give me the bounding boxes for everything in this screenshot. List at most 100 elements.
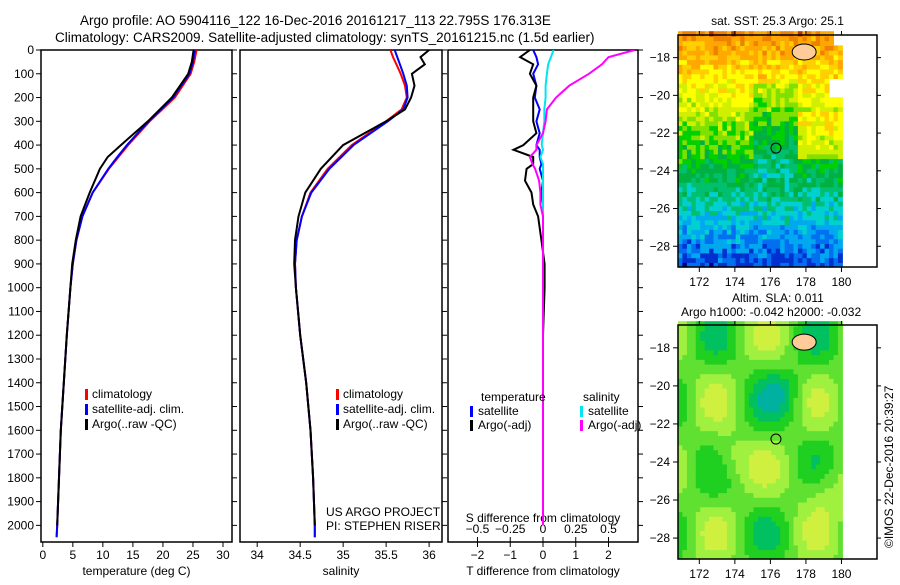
map-cell — [713, 186, 719, 193]
map-cell — [718, 492, 723, 498]
map-cell — [722, 92, 728, 98]
map-cell — [780, 501, 786, 508]
map-cell — [753, 149, 759, 155]
map-cell — [802, 144, 808, 150]
map-cell — [824, 238, 830, 244]
map-cell — [686, 229, 692, 235]
map-cell — [709, 92, 715, 98]
map-cell — [811, 364, 817, 370]
map-cell — [682, 425, 688, 432]
map-cell — [793, 535, 799, 541]
map-cell — [784, 326, 790, 332]
map-cell — [704, 468, 710, 474]
map-cell — [709, 506, 715, 513]
map-cell — [709, 416, 715, 422]
map-cell — [695, 35, 701, 42]
map-cell — [682, 554, 688, 560]
map-cell — [815, 440, 821, 446]
map-cell — [722, 378, 728, 384]
map-cell — [806, 139, 812, 145]
map-cell — [718, 149, 723, 155]
map-cell — [784, 191, 790, 197]
map-cell — [815, 31, 821, 37]
map-cell — [700, 354, 706, 360]
map-cell — [709, 440, 715, 446]
map-cell — [802, 182, 808, 188]
map-cell — [744, 530, 750, 536]
map-cell — [771, 191, 777, 197]
map-cell — [722, 440, 728, 446]
map-cell — [789, 554, 794, 560]
map-cell — [744, 59, 750, 65]
map-cell — [811, 139, 817, 145]
map-cell — [837, 238, 843, 244]
map-cell — [758, 459, 763, 465]
map-cell — [726, 478, 732, 484]
map-cell — [700, 111, 706, 117]
series-line-temperature-satellite — [532, 50, 545, 526]
map-cell — [789, 73, 794, 79]
map-cell — [731, 368, 737, 375]
map-cell — [758, 368, 763, 375]
map-cell — [731, 224, 737, 230]
map-cell — [771, 321, 777, 327]
map-cell — [833, 340, 839, 346]
map-cell — [740, 144, 746, 150]
map-cell — [682, 191, 688, 197]
map-cell — [695, 64, 701, 70]
map-cell — [806, 478, 812, 484]
map-cell — [686, 87, 692, 94]
map-cell — [713, 229, 719, 235]
map-cell — [789, 215, 794, 221]
map-cell — [700, 397, 706, 403]
map-cell — [731, 392, 737, 398]
map-cell — [709, 168, 715, 174]
map-cell — [837, 435, 843, 441]
map-cell — [722, 172, 728, 178]
map-cell — [820, 248, 826, 254]
map-cell — [780, 402, 786, 408]
map-cell — [771, 354, 777, 360]
map-cell — [837, 177, 843, 183]
map-cell — [820, 135, 826, 141]
map-cell — [753, 262, 759, 268]
map-cell — [740, 54, 746, 61]
map-cell — [802, 326, 808, 332]
map-cell — [833, 238, 839, 244]
map-cell — [833, 354, 839, 360]
map-cell — [695, 482, 701, 489]
map-cell — [691, 392, 697, 398]
map-cell — [820, 364, 826, 370]
map-cell — [775, 506, 781, 513]
map-cell — [824, 535, 830, 541]
map-cell — [735, 234, 741, 240]
map-cell — [802, 497, 808, 503]
map-cell — [713, 482, 719, 489]
map-cell — [731, 335, 737, 341]
map-cell — [722, 45, 728, 51]
map-cell — [802, 252, 808, 259]
map-cell — [833, 525, 839, 532]
map-cell — [824, 383, 830, 389]
map-cell — [829, 163, 834, 169]
map-cell — [682, 463, 688, 470]
map-cell — [784, 487, 790, 494]
map-cell — [775, 544, 781, 551]
x-tick-label: 1 — [572, 548, 579, 562]
map-cell — [771, 487, 777, 494]
map-cell — [682, 130, 688, 136]
map-cell — [780, 120, 786, 127]
map-cell — [775, 425, 781, 432]
map-cell — [762, 554, 768, 560]
map-cell — [766, 87, 772, 94]
map-cell — [735, 50, 741, 56]
map-cell — [780, 482, 786, 489]
map-cell — [837, 224, 843, 230]
map-cell — [686, 139, 692, 145]
map-cell — [793, 243, 799, 249]
map-cell — [718, 163, 723, 169]
map-cell — [678, 326, 683, 332]
map-cell — [744, 139, 750, 145]
map-cell — [758, 449, 763, 455]
map-cell — [682, 97, 688, 103]
